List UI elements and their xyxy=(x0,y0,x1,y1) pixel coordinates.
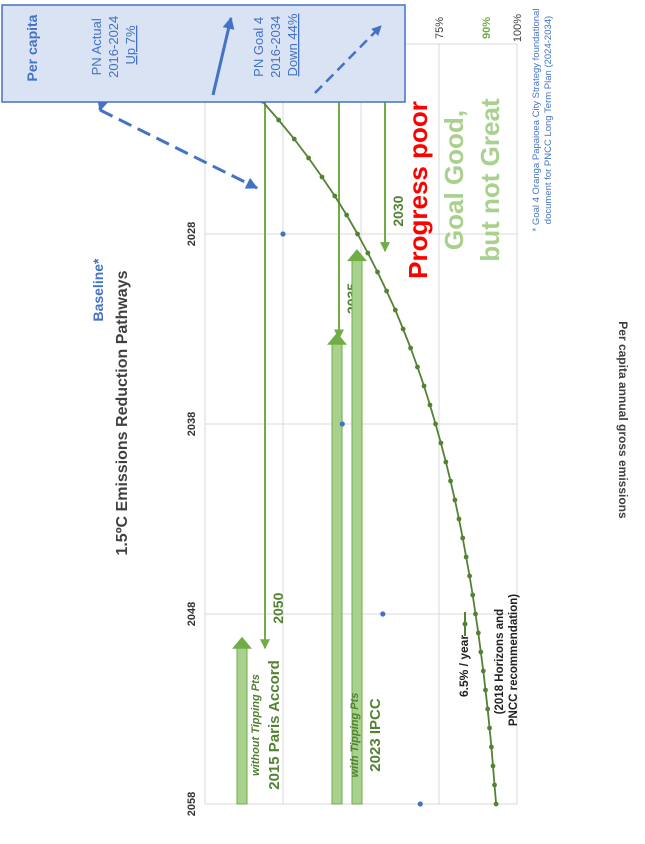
series-point xyxy=(483,687,488,693)
series-point xyxy=(319,174,325,180)
bar-annotation-subtitle: with Tipping Pts xyxy=(349,693,361,778)
legend-actual-text: PN Actual 2016-2024 Up 7% xyxy=(89,12,138,78)
series-point xyxy=(490,763,496,769)
target-label-2050: 2050 xyxy=(270,592,286,623)
legend-goal-text: PN Goal 4 2016-2034 Down 44% xyxy=(251,12,300,78)
series-point xyxy=(473,611,478,617)
bar-annotation-subtitle: without Tipping Pts xyxy=(250,674,262,776)
blue-point xyxy=(417,801,423,807)
legend-note-line-1: (2018 Horizons and xyxy=(494,609,506,714)
series-point xyxy=(355,231,360,237)
series-point xyxy=(460,535,466,541)
legend-goal-line-1: PN Goal 4 xyxy=(251,17,266,77)
legend-goal-line-2: 2016-2034 xyxy=(268,16,283,78)
legend-up-arrow xyxy=(211,16,235,96)
series-point xyxy=(492,782,497,788)
legend-box-title: Per capita xyxy=(24,14,40,81)
end-value-label: 90% xyxy=(481,17,493,39)
series-point xyxy=(408,345,414,351)
pathway-bar-head xyxy=(232,636,252,649)
series-point xyxy=(443,459,449,465)
series-point xyxy=(463,554,469,560)
legend-series-note: (2018 Horizons and PNCC recommendation) xyxy=(494,594,520,726)
bar-annotation-title: 2015 Paris Accord xyxy=(266,660,283,790)
series-point xyxy=(452,497,458,503)
series-point xyxy=(433,421,438,427)
series-point xyxy=(384,288,389,294)
legend-marker-swatch xyxy=(462,621,468,627)
footnote-line-1: * Goal 4 Oranga Papaioea City Strategy f… xyxy=(531,9,542,232)
pathway-bar-head xyxy=(347,249,367,262)
blue-point xyxy=(380,611,386,617)
series-point xyxy=(438,440,444,446)
legend-goal-line-3: Down 44% xyxy=(285,13,300,76)
pathway-bar xyxy=(236,646,248,805)
series-point xyxy=(344,212,350,218)
legend-actual-line-3: Up 7% xyxy=(123,25,138,64)
pathway-bar-head xyxy=(327,332,347,345)
series-point xyxy=(485,706,491,712)
blue-point xyxy=(280,231,286,237)
series-point xyxy=(493,801,499,807)
y-tick-label: 100% xyxy=(512,14,524,42)
series-point xyxy=(448,478,453,484)
series-point xyxy=(306,155,311,161)
y-axis-title: Baseline* xyxy=(90,258,106,322)
x-tick-label: 2058 xyxy=(186,792,198,816)
series-point xyxy=(415,364,420,370)
bar-annotation-title: 2023 IPCC xyxy=(367,698,384,772)
x-axis-ticks: 20182028203820482058 xyxy=(186,32,198,816)
blue-point xyxy=(339,421,345,427)
legend-actual-line-2: 2016-2024 xyxy=(106,16,121,78)
series-point xyxy=(365,250,371,256)
verdict-goal: Goal Good, xyxy=(439,110,469,250)
verdict-not-great: but not Great xyxy=(475,98,505,262)
series-point xyxy=(478,649,484,655)
chart-title: 1.5ºC Emissions Reduction Pathways xyxy=(114,270,131,555)
series-legend: 6.5% / year (2018 Horizons and PNCC reco… xyxy=(457,594,520,726)
per-capita-legend-box: Per capita PN Actual 2016-2024 Up 7% PN … xyxy=(1,4,406,103)
series-point xyxy=(276,117,282,123)
verdict-progress: Progress poor xyxy=(403,101,433,279)
series-point xyxy=(489,744,494,750)
x-tick-label: 2048 xyxy=(186,602,198,626)
series-point xyxy=(467,573,472,579)
series-point xyxy=(427,402,433,408)
legend-actual-line-1: PN Actual xyxy=(89,18,104,75)
blue-points-series xyxy=(280,231,423,807)
pathway-bar xyxy=(331,342,343,805)
legend-box-frame xyxy=(1,4,406,103)
series-point xyxy=(291,136,297,142)
x-tick-label: 2028 xyxy=(186,222,198,246)
series-point xyxy=(456,516,462,522)
series-point xyxy=(421,383,427,389)
series-point xyxy=(487,725,492,731)
series-point xyxy=(400,326,406,332)
pathway-bars: 2023 IPCC with Tipping Pts 2015 Paris Acco… xyxy=(232,249,384,805)
y-axis-label: Per capita annual gross emissions xyxy=(616,321,630,519)
goal-down-arrow xyxy=(99,108,259,190)
legend-note-line-2: PNCC recommendation) xyxy=(508,594,520,726)
series-point xyxy=(375,269,380,275)
series-point xyxy=(475,630,481,636)
legend-series-name: 6.5% / year xyxy=(457,635,471,697)
x-tick-label: 2038 xyxy=(186,412,198,436)
y-tick-label: 75% xyxy=(434,17,446,39)
target-label-2030: 2030 xyxy=(390,195,406,226)
series-point xyxy=(332,193,338,199)
series-point xyxy=(480,668,486,674)
series-point xyxy=(470,592,476,598)
series-point xyxy=(392,307,398,313)
footnote-line-2: document for PNCC Long Term Plan (2024-2… xyxy=(543,16,554,224)
